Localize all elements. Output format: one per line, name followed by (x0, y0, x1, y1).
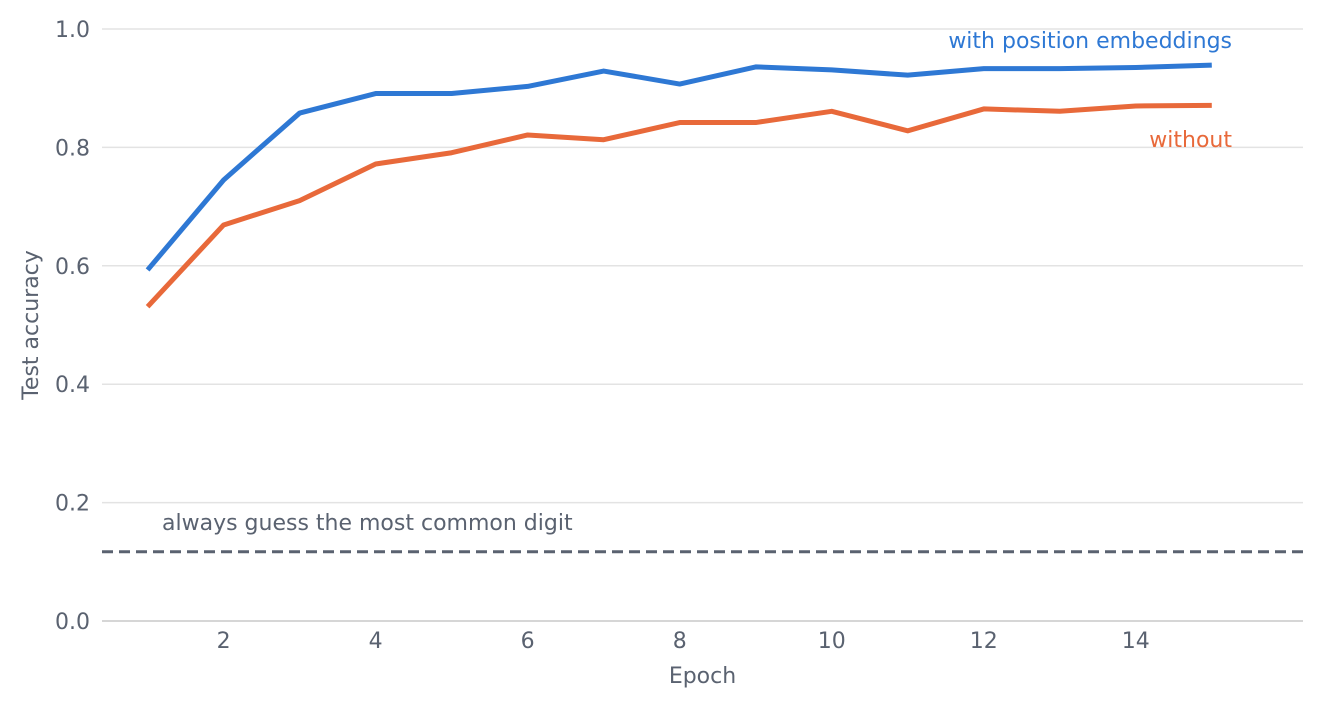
y-tick-label: 0.6 (55, 255, 90, 280)
x-tick-label: 10 (818, 629, 846, 654)
x-tick-label: 14 (1122, 629, 1150, 654)
x-tick-labels: 2 4 6 8 10 12 14 (217, 629, 1150, 654)
x-tick-label: 8 (673, 629, 687, 654)
series-label-without: without (1149, 128, 1232, 153)
y-tick-label: 0.0 (55, 610, 90, 635)
series-label-with-position-embeddings: with position embeddings (948, 29, 1232, 54)
series-line-with (145, 62, 1212, 272)
y-tick-label: 0.4 (55, 373, 90, 398)
x-tick-label: 2 (217, 629, 231, 654)
y-tick-labels: 0.0 0.2 0.4 0.6 0.8 1.0 (55, 18, 90, 635)
y-tick-label: 1.0 (55, 18, 90, 43)
x-axis-title: Epoch (669, 664, 736, 689)
y-tick-label: 0.2 (55, 492, 90, 517)
x-tick-label: 12 (970, 629, 998, 654)
series-line-without (145, 102, 1212, 309)
x-tick-label: 4 (369, 629, 383, 654)
series-layer (145, 62, 1212, 309)
y-axis-title: Test accuracy (19, 250, 44, 401)
y-tick-label: 0.8 (55, 136, 90, 161)
baseline-label: always guess the most common digit (162, 511, 573, 536)
grid-lines (102, 28, 1303, 504)
x-tick-label: 6 (521, 629, 535, 654)
